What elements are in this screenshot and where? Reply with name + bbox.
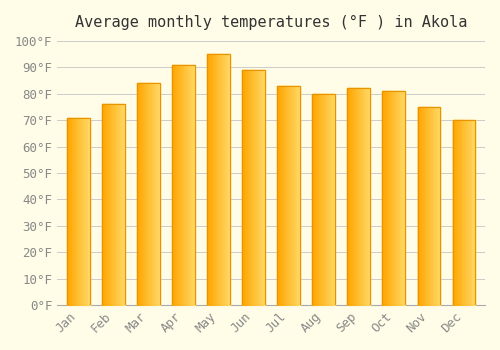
- Bar: [242, 70, 265, 305]
- Bar: [67, 118, 90, 305]
- Bar: [452, 120, 475, 305]
- Bar: [137, 83, 160, 305]
- Bar: [172, 65, 195, 305]
- Bar: [278, 86, 300, 305]
- Bar: [418, 107, 440, 305]
- Bar: [102, 104, 125, 305]
- Bar: [382, 91, 406, 305]
- Bar: [207, 54, 230, 305]
- Title: Average monthly temperatures (°F ) in Akola: Average monthly temperatures (°F ) in Ak…: [75, 15, 468, 30]
- Bar: [348, 89, 370, 305]
- Bar: [312, 94, 335, 305]
